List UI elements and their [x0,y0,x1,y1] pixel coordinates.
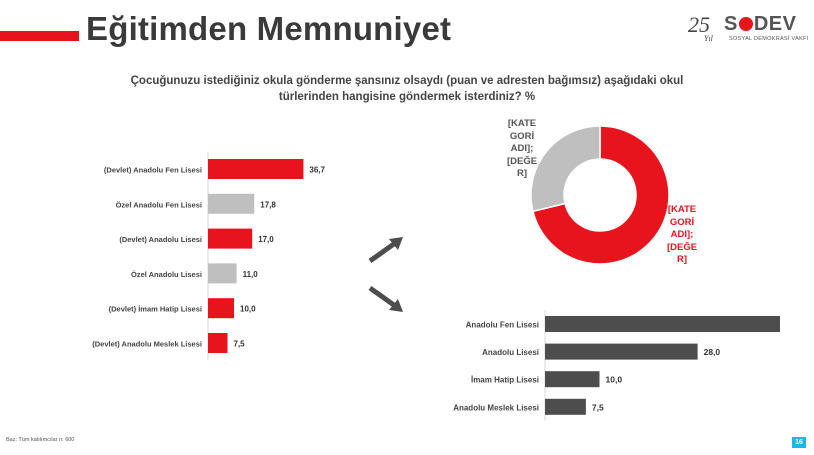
value-label: 10,0 [240,305,256,314]
value-label: 17,8 [260,200,276,209]
category-label: (Devlet) İmam Hatip Lisesi [109,305,202,314]
bar [208,263,237,284]
category-label: İmam Hatip Lisesi [471,376,539,385]
logo-brand-s: S [724,13,738,35]
donut-slice [530,125,601,213]
bar [208,333,228,353]
bar [208,159,304,179]
bar [545,316,780,332]
bar [208,228,253,249]
logo-anniversary-suffix: Yıl [704,34,713,43]
chart-school-preference: (Devlet) Anadolu Fen Lisesi 36,7 Özel Anad… [92,151,326,360]
value-label: 17,0 [258,235,274,244]
chart-school-type-total: Anadolu Fen Lisesi54,5Anadolu Lisesi28,0… [453,310,780,421]
value-label: 28,0 [704,347,721,357]
arrow-down-right-icon [368,285,403,312]
footnote-base: Baz: Tüm katılımcılar n: 600 [6,437,75,443]
logo-brand-rest: DEV [753,13,797,35]
value-label: 11,0 [243,270,259,279]
category-label: Anadolu Lisesi [482,348,539,357]
sodev-logo: 25 Yıl S DEV SOSYAL DEMOKRASİ VAKFI [688,12,808,46]
bar [208,298,234,319]
header-red-strip [0,31,79,41]
category-label: Anadolu Meslek Lisesi [453,403,539,412]
donut-label-gray: [KATE GORİ ADI]; [DEĞE R] [506,118,538,179]
category-label: (Devlet) Anadolu Fen Lisesi [104,166,202,175]
logo-brand: S DEV [724,13,796,36]
category-label: Özel Anadolu Lisesi [131,270,202,279]
bar [545,398,586,415]
category-label: Anadolu Fen Lisesi [466,321,539,330]
value-label: 7,5 [234,340,246,349]
arrow-up-right-icon [368,237,403,264]
survey-question: Çocuğunuzu istediğiniz okula gönderme şa… [130,75,684,103]
category-label: (Devlet) Anadolu Meslek Lisesi [92,340,202,349]
donut-slice [532,125,670,265]
logo-o-icon [738,17,753,31]
bar [545,371,600,388]
category-label: (Devlet) Anadolu Lisesi [119,235,202,244]
value-label: 36,7 [309,166,325,175]
logo-subtitle: SOSYAL DEMOKRASİ VAKFI [729,36,809,42]
category-label: Özel Anadolu Fen Lisesi [116,200,202,209]
chart-donut [530,125,670,265]
page-title: Eğitimden Memnuniyet [86,10,452,47]
bar [208,193,255,214]
value-label: 7,5 [592,402,604,412]
page-number: 16 [792,437,806,448]
bar [545,343,698,360]
value-label: 10,0 [606,375,623,385]
logo-anniversary-number: 25 [688,12,710,37]
donut-label-red: [KATE GORİ ADI]; [DEĞE R] [666,204,698,265]
